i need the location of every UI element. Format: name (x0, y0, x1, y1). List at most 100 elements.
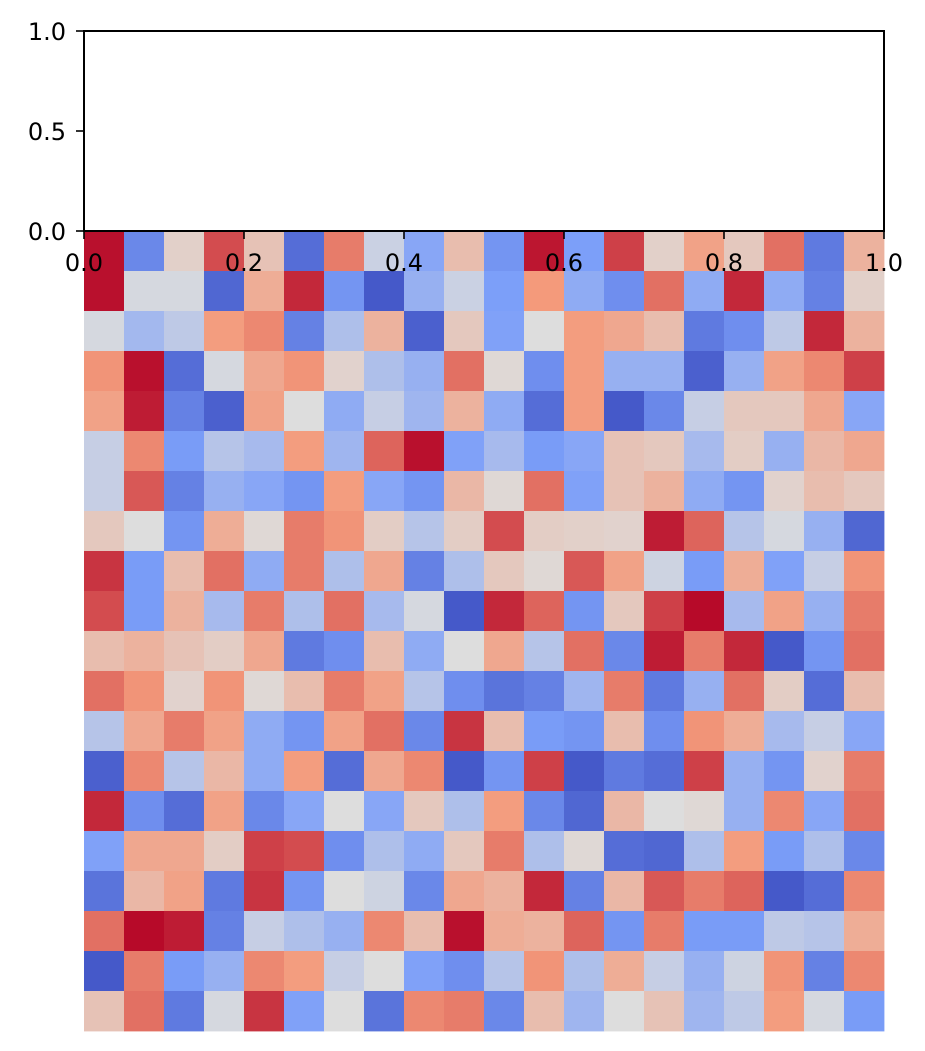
heatmap-cell (764, 711, 805, 752)
heatmap-cell (204, 311, 245, 352)
heatmap-cell (244, 391, 285, 432)
heatmap-cell (724, 991, 765, 1032)
heatmap-cell (284, 951, 325, 992)
heatmap-cell (84, 471, 125, 512)
heatmap-cell (244, 591, 285, 632)
heatmap-cell (444, 751, 485, 792)
heatmap-cell (484, 391, 525, 432)
heatmap-cell (644, 791, 685, 832)
heatmap-cell (124, 751, 165, 792)
y-ticks: 0.0 0.5 1.0 (28, 18, 84, 246)
heatmap-cell (604, 471, 645, 512)
heatmap-cell (324, 551, 365, 592)
heatmap-cell (204, 431, 245, 472)
heatmap-cell (644, 271, 685, 312)
heatmap-cell (444, 551, 485, 592)
heatmap-cell (204, 631, 245, 672)
x-tick-label: 0.4 (385, 249, 423, 277)
heatmap-cell (684, 831, 725, 872)
heatmap-cell (364, 671, 405, 712)
heatmap-cell (364, 551, 405, 592)
heatmap-cell (204, 711, 245, 752)
heatmap-cell (604, 711, 645, 752)
heatmap-cell (644, 591, 685, 632)
heatmap-cell (684, 791, 725, 832)
heatmap-cell (644, 351, 685, 392)
heatmap-cell (484, 711, 525, 752)
heatmap-cell (124, 871, 165, 912)
heatmap-cell (804, 711, 845, 752)
heatmap-cell (804, 951, 845, 992)
heatmap-cell (804, 991, 845, 1032)
heatmap-cell (164, 631, 205, 672)
heatmap-cell (484, 271, 525, 312)
heatmap-cell (684, 391, 725, 432)
heatmap-cell (284, 431, 325, 472)
heatmap-cell (844, 271, 885, 312)
heatmap-cell (244, 911, 285, 952)
heatmap-cell (724, 791, 765, 832)
heatmap (84, 231, 885, 1032)
heatmap-cell (244, 311, 285, 352)
heatmap-cell (404, 791, 445, 832)
heatmap-cell (284, 471, 325, 512)
heatmap-cell (564, 431, 605, 472)
heatmap-cell (844, 871, 885, 912)
heatmap-cell (524, 591, 565, 632)
heatmap-cell (684, 431, 725, 472)
heatmap-cell (364, 751, 405, 792)
heatmap-cell (844, 631, 885, 672)
heatmap-cell (324, 791, 365, 832)
heatmap-cell (444, 271, 485, 312)
heatmap-cell (844, 911, 885, 952)
heatmap-cell (844, 351, 885, 392)
heatmap-cell (484, 791, 525, 832)
heatmap-cell (564, 711, 605, 752)
heatmap-cell (804, 591, 845, 632)
heatmap-cell (124, 951, 165, 992)
heatmap-cell (484, 751, 525, 792)
heatmap-cell (404, 951, 445, 992)
heatmap-cell (724, 671, 765, 712)
heatmap-cell (404, 631, 445, 672)
heatmap-cell (124, 431, 165, 472)
heatmap-cell (444, 991, 485, 1032)
heatmap-cell (524, 311, 565, 352)
heatmap-cell (524, 631, 565, 672)
heatmap-cell (444, 231, 485, 272)
heatmap-cell (244, 711, 285, 752)
heatmap-cell (524, 431, 565, 472)
heatmap-cell (324, 511, 365, 552)
heatmap-cell (404, 391, 445, 432)
heatmap-cell (444, 591, 485, 632)
heatmap-cell (604, 991, 645, 1032)
heatmap-cell (84, 431, 125, 472)
heatmap-cell (764, 791, 805, 832)
heatmap-cell (124, 831, 165, 872)
heatmap-cell (564, 351, 605, 392)
heatmap-cell (84, 671, 125, 712)
heatmap-cell (404, 671, 445, 712)
heatmap-cell (844, 671, 885, 712)
heatmap-cell (764, 351, 805, 392)
heatmap-cell (164, 991, 205, 1032)
heatmap-cell (444, 871, 485, 912)
heatmap-cell (804, 791, 845, 832)
y-tick: 1.0 (28, 18, 84, 46)
heatmap-cell (404, 311, 445, 352)
heatmap-cell (244, 671, 285, 712)
heatmap-cell (764, 831, 805, 872)
heatmap-cell (604, 591, 645, 632)
heatmap-cell (724, 471, 765, 512)
heatmap-cell (724, 751, 765, 792)
heatmap-cell (804, 231, 845, 272)
heatmap-cell (604, 911, 645, 952)
heatmap-cell (604, 431, 645, 472)
heatmap-cell (804, 511, 845, 552)
heatmap-cell (724, 551, 765, 592)
heatmap-cell (84, 631, 125, 672)
heatmap-cell (724, 711, 765, 752)
heatmap-cell (84, 831, 125, 872)
heatmap-cell (244, 991, 285, 1032)
heatmap-cell (444, 311, 485, 352)
